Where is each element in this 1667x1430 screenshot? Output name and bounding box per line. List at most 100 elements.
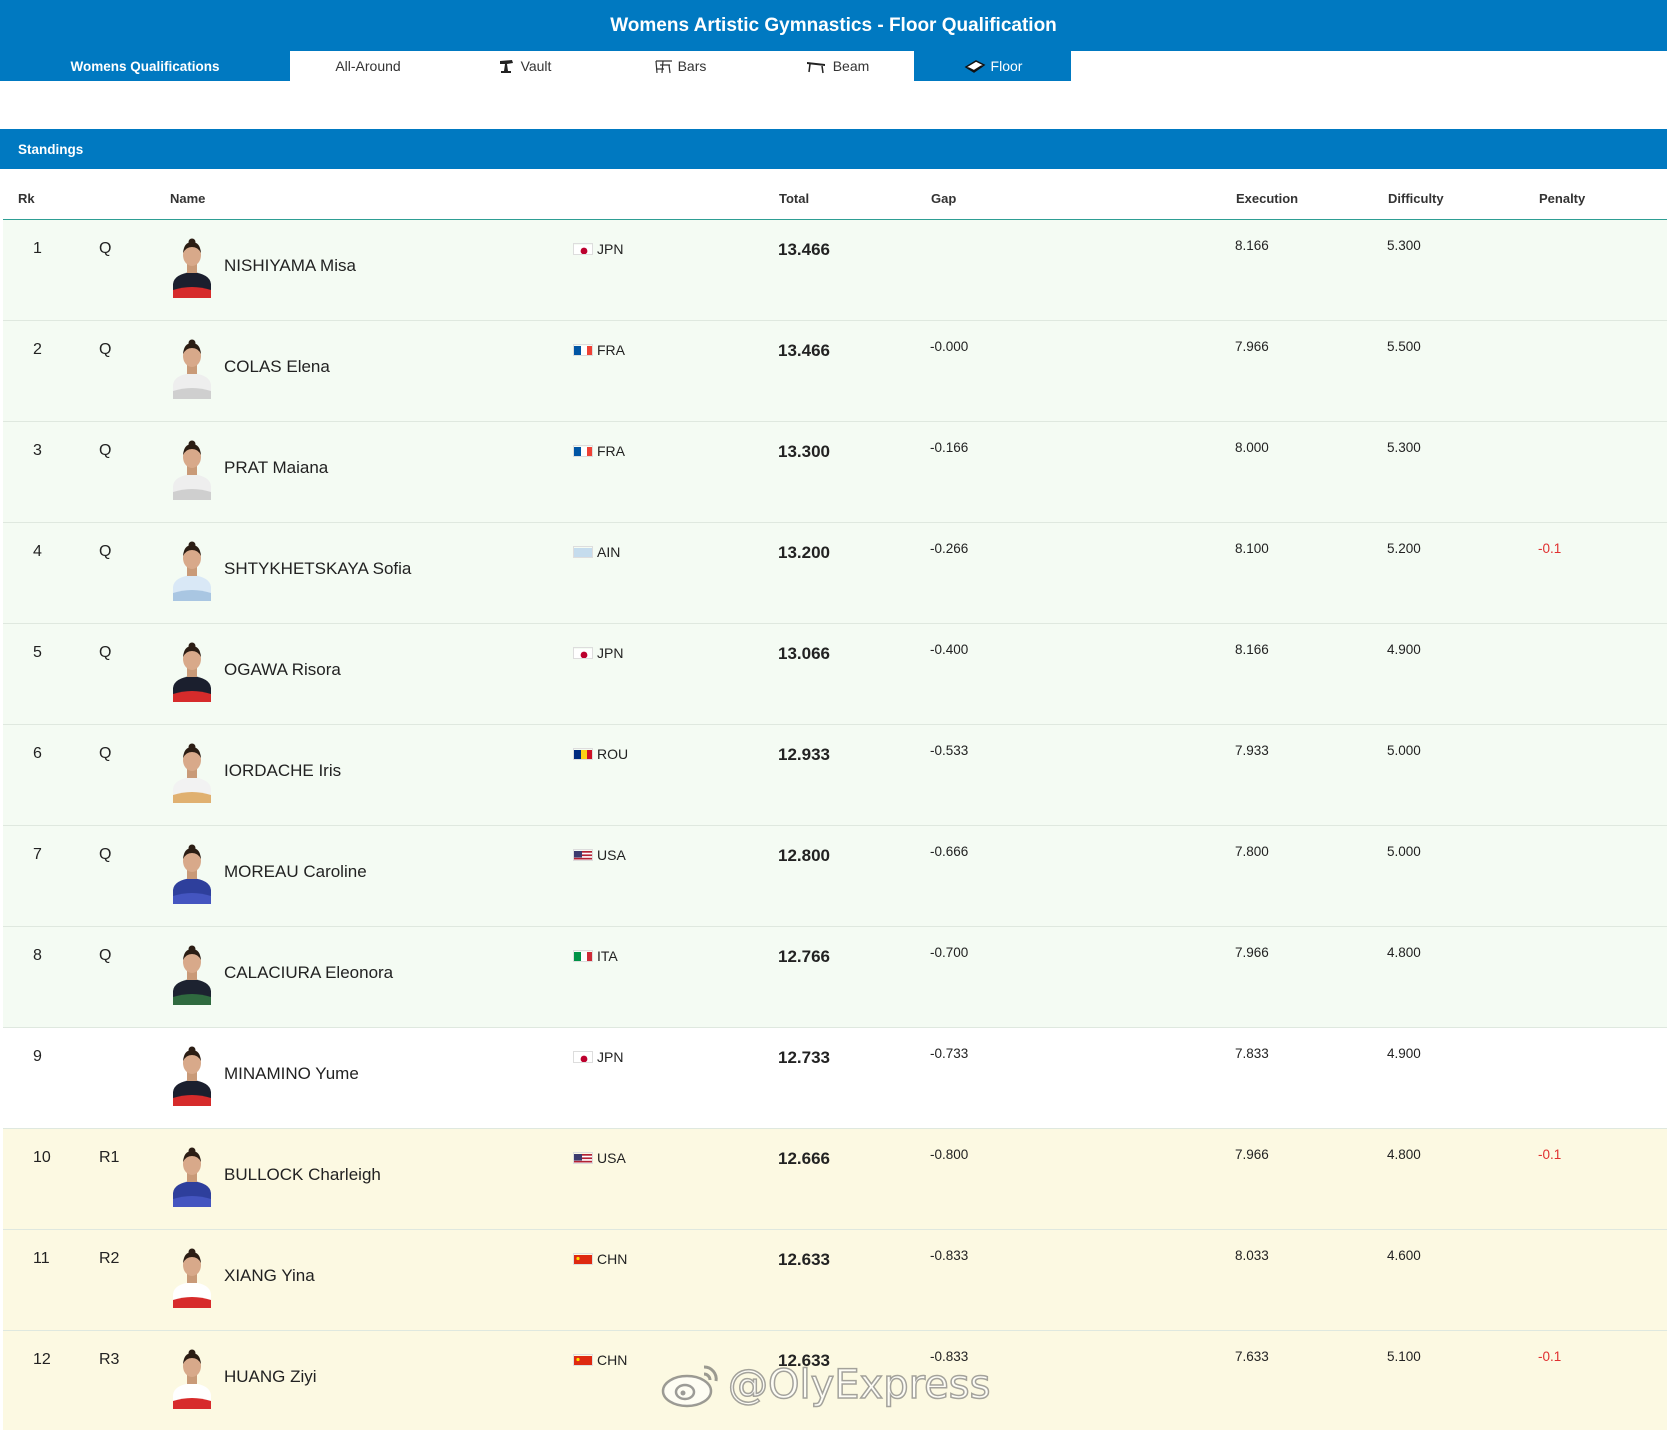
noc-code: USA — [597, 1150, 626, 1166]
tab-label: All-Around — [335, 58, 401, 74]
qualification-status: Q — [99, 745, 112, 762]
column-name[interactable]: Name — [170, 191, 206, 206]
total-score: 12.633 — [778, 1250, 830, 1269]
difficulty-score: 4.800 — [1387, 1147, 1421, 1162]
execution-score: 7.966 — [1235, 945, 1269, 960]
athlete-name[interactable]: COLAS Elena — [224, 357, 330, 376]
flag-icon — [573, 647, 593, 659]
athlete-name[interactable]: BULLOCK Charleigh — [224, 1165, 381, 1184]
athlete-name[interactable]: HUANG Ziyi — [224, 1367, 317, 1386]
athlete-name[interactable]: MOREAU Caroline — [224, 862, 367, 881]
total-score: 12.933 — [778, 745, 830, 764]
penalty-score: -0.1 — [1538, 1147, 1562, 1162]
athlete-photo — [173, 642, 211, 702]
standings-table: 1 Q NISHIYAMA Misa JPN 13.466 8.166 5.300 2 Q COL… — [3, 220, 1667, 1430]
gap-score: -0.833 — [930, 1349, 969, 1364]
flag-icon — [573, 1051, 593, 1063]
tab-vault[interactable]: Vault — [446, 51, 602, 81]
flag-icon — [573, 1152, 593, 1164]
table-row[interactable]: 6 Q IORDACHE Iris ROU 12.933 -0.533 7.933 5.000 — [3, 725, 1667, 826]
nation: CHN — [573, 1352, 627, 1368]
table-row[interactable]: 5 Q OGAWA Risora JPN 13.066 -0.400 8.166 4.900 — [3, 624, 1667, 725]
table-row[interactable]: 4 Q SHTYKHETSKAYA Sofia AIN 13.200 -0.266 8.10… — [3, 523, 1667, 624]
total-score: 12.766 — [778, 947, 830, 966]
athlete-photo — [173, 339, 211, 399]
column-rk[interactable]: Rk — [18, 191, 35, 206]
athlete-photo — [173, 1248, 211, 1308]
total-score: 12.733 — [778, 1048, 830, 1067]
total-score: 12.800 — [778, 846, 830, 865]
table-row[interactable]: 8 Q CALACIURA Eleonora ITA 12.766 -0.700 7.966… — [3, 927, 1667, 1028]
tab-label: Bars — [677, 58, 707, 74]
table-row[interactable]: 2 Q COLAS Elena FRA 13.466 -0.000 7.966 5.500 — [3, 321, 1667, 422]
tab-label: Floor — [990, 58, 1023, 74]
table-row[interactable]: 12 R3 HUANG Ziyi CHN 12.633 -0.833 7.633 5.100 -… — [3, 1331, 1667, 1430]
execution-score: 7.966 — [1235, 1147, 1269, 1162]
nation: ROU — [573, 746, 628, 762]
penalty-score: -0.1 — [1538, 1349, 1562, 1364]
athlete-name[interactable]: CALACIURA Eleonora — [224, 963, 394, 982]
rank: 4 — [33, 543, 42, 560]
total-score: 13.300 — [778, 442, 830, 461]
column-total[interactable]: Total — [779, 191, 810, 206]
table-row[interactable]: 3 Q PRAT Maiana FRA 13.300 -0.166 8.000 5.300 — [3, 422, 1667, 523]
athlete-name[interactable]: OGAWA Risora — [224, 660, 341, 679]
table-row[interactable]: 10 R1 BULLOCK Charleigh USA 12.666 -0.800 7.96… — [3, 1129, 1667, 1230]
rank: 3 — [33, 442, 42, 459]
nation: FRA — [573, 443, 625, 459]
column-gap[interactable]: Gap — [931, 191, 957, 206]
rank: 5 — [33, 644, 42, 661]
athlete-name[interactable]: PRAT Maiana — [224, 458, 329, 477]
difficulty-score: 4.800 — [1387, 945, 1421, 960]
tab-label: Womens Qualifications — [70, 58, 220, 74]
tabs-spacer — [1071, 51, 1667, 81]
athlete-name[interactable]: NISHIYAMA Misa — [224, 256, 356, 275]
difficulty-score: 4.900 — [1387, 642, 1421, 657]
tab-all-around[interactable]: All-Around — [290, 51, 446, 81]
noc-code: ROU — [597, 746, 629, 762]
noc-code: JPN — [597, 645, 624, 661]
column-execution[interactable]: Execution — [1236, 191, 1299, 206]
rank: 8 — [33, 947, 42, 964]
athlete-photo — [173, 945, 211, 1005]
athlete-name[interactable]: SHTYKHETSKAYA Sofia — [224, 559, 412, 578]
flag-icon — [573, 1253, 593, 1265]
execution-score: 7.800 — [1235, 844, 1269, 859]
gap-score: -0.733 — [930, 1046, 969, 1061]
athlete-photo — [173, 1046, 211, 1106]
tab-beam[interactable]: Beam — [758, 51, 914, 81]
total-score: 12.633 — [778, 1351, 830, 1370]
gap-score: -0.800 — [930, 1147, 969, 1162]
noc-code: CHN — [597, 1352, 628, 1368]
flag-icon — [573, 243, 593, 255]
athlete-name[interactable]: XIANG Yina — [224, 1266, 315, 1285]
total-score: 12.666 — [778, 1149, 830, 1168]
noc-code: JPN — [597, 241, 624, 257]
tab-womens-qualifications[interactable]: Womens Qualifications — [0, 51, 290, 81]
table-row[interactable]: 11 R2 XIANG Yina CHN 12.633 -0.833 8.033 4.600 — [3, 1230, 1667, 1331]
column-penalty[interactable]: Penalty — [1539, 191, 1586, 206]
nation: AIN — [573, 544, 620, 560]
athlete-name[interactable]: IORDACHE Iris — [224, 761, 342, 780]
table-row[interactable]: 9 MINAMINO Yume JPN 12.733 -0.733 7.833 4.900 — [3, 1028, 1667, 1129]
athlete-photo — [173, 1349, 211, 1409]
beam-icon — [806, 62, 825, 74]
total-score: 13.466 — [778, 341, 830, 360]
total-score: 13.466 — [778, 240, 830, 259]
qualification-status: Q — [99, 341, 112, 358]
difficulty-score: 5.300 — [1387, 440, 1421, 455]
gap-score: -0.000 — [930, 339, 969, 354]
tab-floor[interactable]: Floor — [914, 51, 1071, 81]
table-row[interactable]: 7 Q MOREAU Caroline USA 12.800 -0.666 7.800 5.0… — [3, 826, 1667, 927]
tab-bars[interactable]: Bars — [602, 51, 758, 81]
execution-score: 7.933 — [1235, 743, 1269, 758]
gap-score: -0.833 — [930, 1248, 969, 1263]
table-row[interactable]: 1 Q NISHIYAMA Misa JPN 13.466 8.166 5.300 — [3, 220, 1667, 321]
column-difficulty[interactable]: Difficulty — [1388, 191, 1444, 206]
difficulty-score: 5.300 — [1387, 238, 1421, 253]
execution-score: 7.633 — [1235, 1349, 1269, 1364]
flag-icon — [573, 546, 593, 558]
nation: USA — [573, 847, 626, 863]
noc-code: USA — [597, 847, 626, 863]
athlete-name[interactable]: MINAMINO Yume — [224, 1064, 359, 1083]
